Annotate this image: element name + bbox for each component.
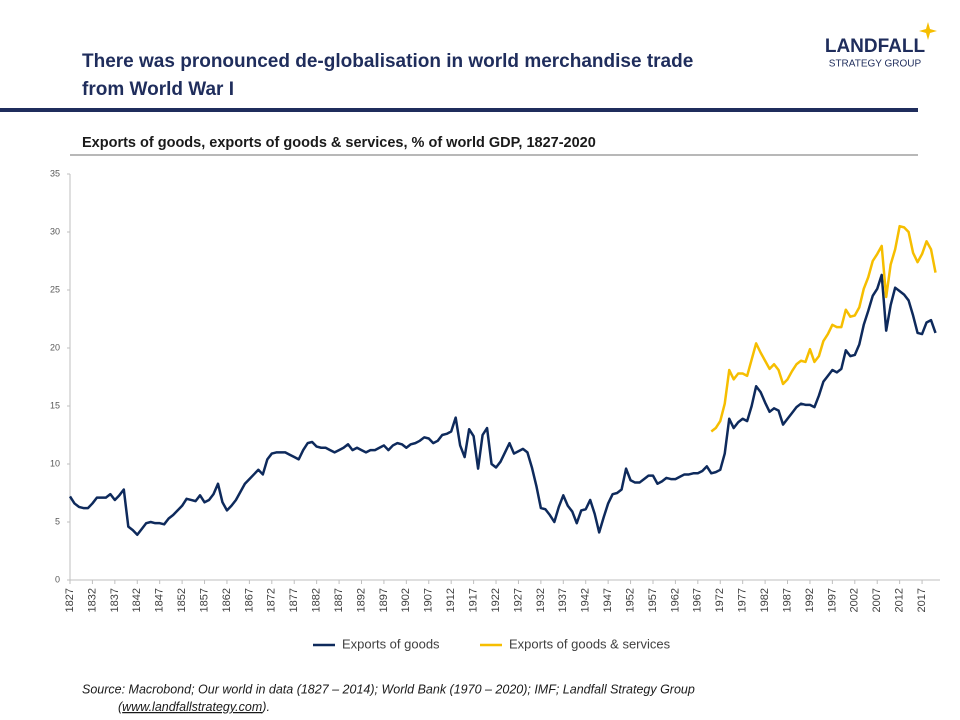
series-line [710,224,937,433]
source: Source: Macrobond; Our world in data (18… [82,682,695,696]
y-tick-label: 35 [50,168,60,178]
x-tick-label: 1987 [781,588,793,612]
x-tick-label: 1947 [602,588,614,612]
y-tick-label: 10 [50,458,60,468]
chart-title: There was pronounced de-globalisation in… [82,51,693,72]
chart-title: from World War I [82,79,234,100]
y-tick-label: 15 [50,400,60,410]
x-tick-label: 1912 [445,588,457,612]
title-rule [0,108,918,112]
legend-label: Exports of goods & services [509,636,671,651]
x-tick-label: 1892 [355,588,367,612]
x-tick-label: 2012 [894,588,906,612]
y-tick-label: 30 [50,226,60,236]
x-tick-label: 1952 [624,588,636,612]
logo-tagline: STRATEGY GROUP [829,59,922,70]
y-tick-label: 5 [55,516,60,526]
x-tick-label: 1962 [669,588,681,612]
x-tick-label: 1932 [535,588,547,612]
source: (www.landfallstrategy.com). [118,700,270,714]
source-paren: ( [118,700,124,714]
x-tick-label: 2002 [849,588,861,612]
source-end: ). [260,700,270,714]
logo-star [919,22,937,40]
x-tick-label: 1937 [557,588,569,612]
logo-name: LANDFALL [825,36,926,57]
x-tick-label: 1887 [333,588,345,612]
x-tick-label: 1867 [243,588,255,612]
x-tick-label: 1977 [737,588,749,612]
x-tick-label: 1917 [468,588,480,612]
x-tick-label: 1897 [378,588,390,612]
x-tick-label: 1842 [131,588,143,612]
x-tick-label: 1972 [714,588,726,612]
x-tick-label: 1872 [266,588,278,612]
x-tick-label: 1967 [692,588,704,612]
x-tick-label: 1877 [288,588,300,612]
x-tick-label: 1902 [400,588,412,612]
x-tick-label: 1982 [759,588,771,612]
series-line [68,273,937,537]
x-tick-label: 1942 [580,588,592,612]
x-tick-label: 1847 [154,588,166,612]
x-tick-label: 1922 [490,588,502,612]
x-tick-label: 1832 [86,588,98,612]
x-tick-label: 1927 [512,588,524,612]
y-tick-label: 20 [50,342,60,352]
x-tick-label: 1827 [64,588,76,612]
y-tick-label: 25 [50,284,60,294]
x-tick-label: 1837 [109,588,121,612]
source-link[interactable]: www.landfallstrategy.com [122,700,262,714]
x-tick-label: 2007 [871,588,883,612]
x-tick-label: 1862 [221,588,233,612]
x-tick-label: 1857 [198,588,210,612]
legend-label: Exports of goods [342,636,440,651]
subtitle: Exports of goods, exports of goods & ser… [82,135,596,151]
y-tick-label: 0 [55,574,60,584]
x-tick-label: 1907 [423,588,435,612]
x-tick-label: 1957 [647,588,659,612]
x-tick-label: 2017 [916,588,928,612]
x-tick-label: 1992 [804,588,816,612]
x-tick-label: 1997 [826,588,838,612]
x-tick-label: 1882 [311,588,323,612]
x-tick-label: 1852 [176,588,188,612]
